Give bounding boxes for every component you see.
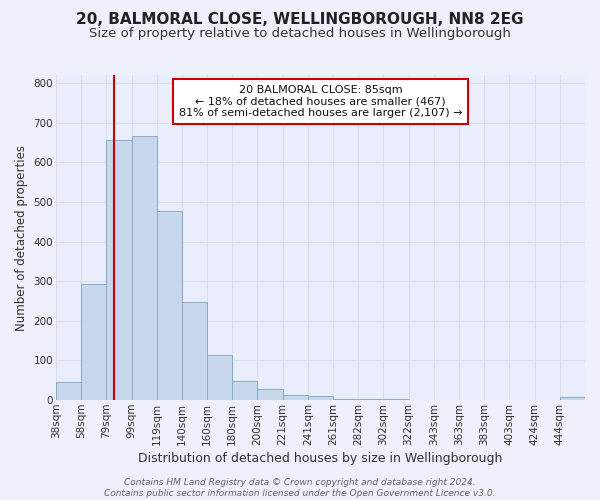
Bar — [207, 354, 232, 400]
Bar — [81, 284, 106, 400]
Bar — [56, 382, 81, 400]
Text: 20 BALMORAL CLOSE: 85sqm
← 18% of detached houses are smaller (467)
81% of semi-: 20 BALMORAL CLOSE: 85sqm ← 18% of detach… — [179, 85, 462, 118]
Bar — [560, 398, 585, 400]
Bar — [257, 390, 283, 400]
Bar — [182, 302, 207, 400]
Bar — [283, 395, 308, 400]
Text: 20, BALMORAL CLOSE, WELLINGBOROUGH, NN8 2EG: 20, BALMORAL CLOSE, WELLINGBOROUGH, NN8 … — [76, 12, 524, 28]
Y-axis label: Number of detached properties: Number of detached properties — [15, 144, 28, 330]
Bar — [131, 136, 157, 400]
Bar — [106, 140, 131, 400]
Text: Contains HM Land Registry data © Crown copyright and database right 2024.
Contai: Contains HM Land Registry data © Crown c… — [104, 478, 496, 498]
Text: Size of property relative to detached houses in Wellingborough: Size of property relative to detached ho… — [89, 28, 511, 40]
Bar — [157, 211, 182, 400]
X-axis label: Distribution of detached houses by size in Wellingborough: Distribution of detached houses by size … — [138, 452, 503, 465]
Bar — [308, 396, 333, 400]
Bar — [232, 381, 257, 400]
